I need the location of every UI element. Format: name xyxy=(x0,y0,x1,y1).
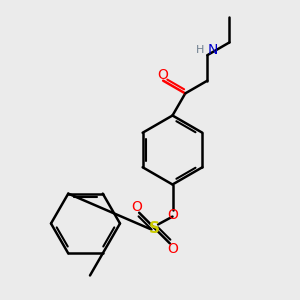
Text: O: O xyxy=(167,242,178,256)
Text: H: H xyxy=(196,45,204,55)
Text: O: O xyxy=(131,200,142,214)
Text: N: N xyxy=(208,43,218,57)
Text: O: O xyxy=(158,68,169,82)
Text: O: O xyxy=(167,208,178,222)
Text: S: S xyxy=(149,220,160,236)
